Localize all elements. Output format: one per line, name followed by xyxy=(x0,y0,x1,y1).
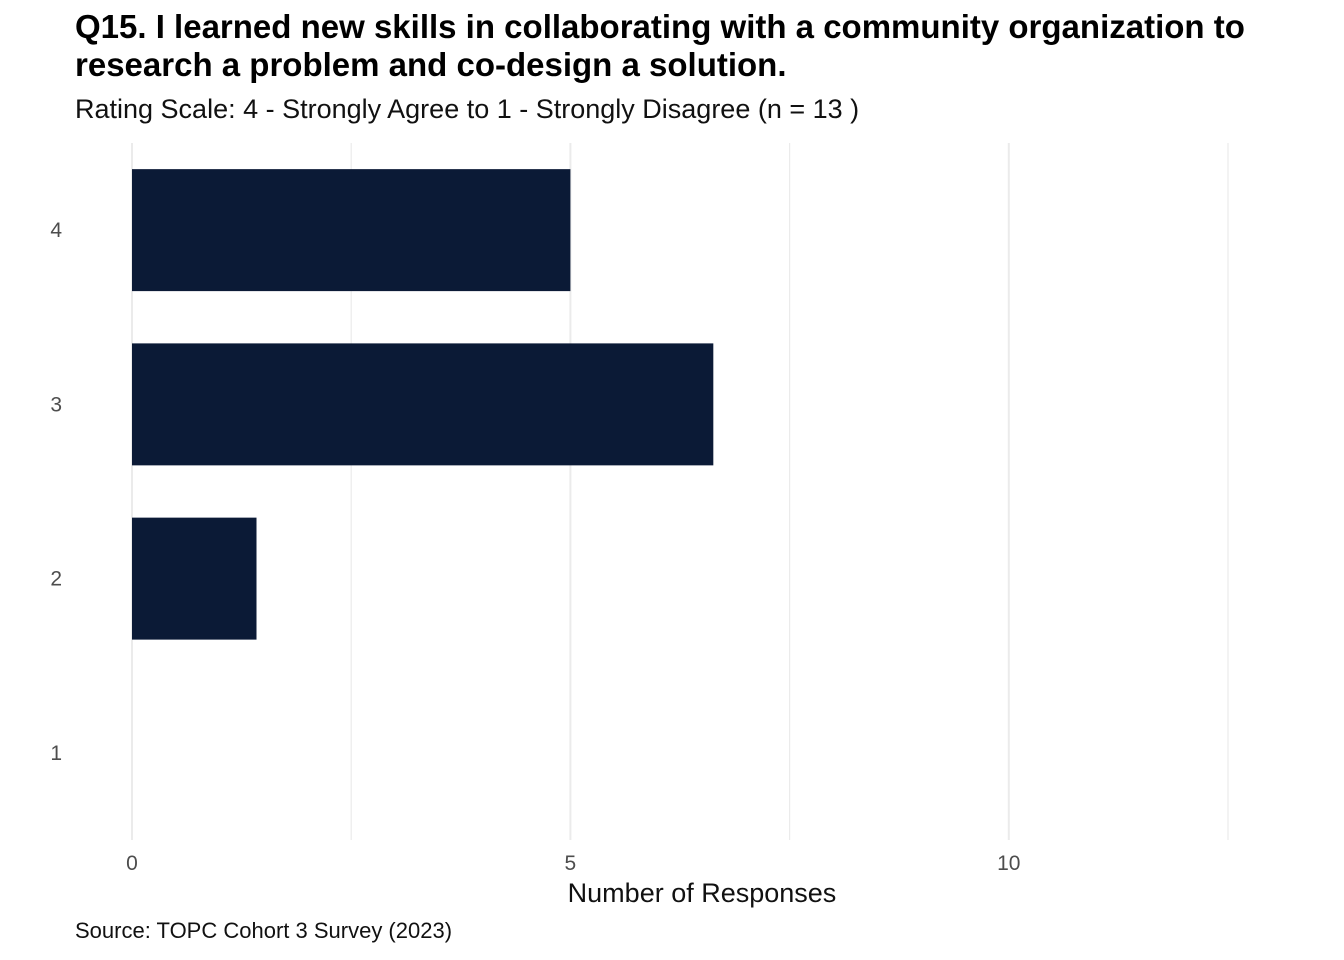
y-tick-label-1: 1 xyxy=(50,742,62,765)
bar-2 xyxy=(132,517,257,640)
x-tick-label-10: 10 xyxy=(997,852,1020,875)
bar-3 xyxy=(132,343,714,466)
x-tick-label-0: 0 xyxy=(126,852,138,875)
bar-4 xyxy=(132,169,571,292)
chart-subtitle: Rating Scale: 4 - Strongly Agree to 1 - … xyxy=(75,94,860,124)
x-axis-title: Number of Responses xyxy=(568,878,837,908)
y-tick-label-2: 2 xyxy=(50,568,62,591)
chart-title: Q15. I learned new skills in collaborati… xyxy=(75,8,1245,83)
y-tick-label-4: 4 xyxy=(50,219,62,242)
x-tick-label-5: 5 xyxy=(565,852,577,875)
y-tick-label-3: 3 xyxy=(50,393,62,416)
chart-caption: Source: TOPC Cohort 3 Survey (2023) xyxy=(75,918,453,943)
